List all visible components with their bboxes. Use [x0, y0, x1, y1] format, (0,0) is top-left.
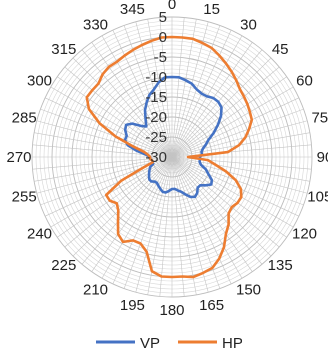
legend-label-vp: VP	[140, 335, 160, 352]
grid-spoke	[171, 120, 308, 158]
grid-spoke	[171, 86, 294, 158]
angle-tick-label: 300	[27, 73, 52, 90]
polar-grid	[31, 16, 313, 298]
grid-spoke	[171, 156, 304, 206]
grid-spoke	[171, 49, 263, 158]
grid-spoke	[171, 156, 308, 194]
grid-spoke	[57, 76, 173, 158]
grid-spoke	[135, 156, 173, 293]
axis-labels: 0 15 30 45 60 75 90 105 120 135 150 165 180 195 210 225…	[6, 0, 328, 319]
angle-tick-label: 255	[12, 189, 37, 206]
grid-spoke	[57, 156, 173, 238]
angle-tick-label: 225	[51, 257, 76, 274]
grid-spoke	[171, 66, 280, 158]
grid-spoke	[81, 49, 173, 158]
radial-tick-label: 0	[159, 29, 167, 46]
grid-spoke	[91, 42, 173, 158]
grid-spoke	[171, 156, 232, 285]
grid-spoke	[112, 156, 173, 285]
angle-tick-label: 285	[12, 109, 37, 126]
grid-spoke	[50, 86, 173, 158]
angle-tick-label: 210	[83, 282, 108, 299]
grid-spoke	[101, 156, 173, 279]
grid-spoke	[171, 156, 300, 217]
angle-tick-label: 270	[6, 149, 31, 166]
angle-tick-label: 90	[317, 149, 328, 166]
grid-spoke	[171, 42, 253, 158]
grid-spoke	[171, 156, 272, 257]
grid-spoke	[112, 29, 173, 158]
grid-spoke	[44, 97, 173, 158]
grid-spoke	[32, 156, 173, 170]
radial-tick-label: 5	[159, 9, 167, 26]
grid-spoke	[123, 25, 173, 158]
radial-tick-label: -10	[145, 69, 167, 86]
grid-spoke	[36, 120, 173, 158]
grid-spoke	[159, 17, 173, 158]
angle-tick-label: 15	[203, 1, 220, 18]
grid-spoke	[171, 108, 304, 158]
grid-spoke	[171, 156, 280, 248]
angle-tick-label: 105	[307, 189, 328, 206]
angle-tick-label: 330	[83, 17, 108, 34]
grid-spoke	[81, 156, 173, 265]
grid-spoke	[171, 156, 287, 238]
angle-tick-label: 45	[272, 41, 289, 58]
grid-spoke	[50, 156, 173, 228]
grid-spoke	[64, 156, 173, 248]
angle-tick-label: 135	[268, 257, 293, 274]
grid-spoke	[91, 156, 173, 272]
angle-tick-label: 60	[296, 73, 313, 90]
radial-tick-label: -15	[145, 89, 167, 106]
angle-tick-label: 120	[292, 226, 317, 243]
angle-tick-label: 0	[168, 0, 176, 13]
grid-spoke	[171, 156, 263, 265]
grid-spoke	[171, 156, 209, 293]
grid-spoke	[171, 19, 197, 158]
angle-tick-label: 30	[240, 17, 257, 34]
grid-spoke	[64, 66, 173, 158]
angle-tick-label: 180	[159, 302, 184, 319]
grid-spoke	[171, 156, 294, 228]
radial-tick-label: -20	[145, 109, 167, 126]
angle-tick-label: 195	[120, 297, 145, 314]
grid-spoke	[171, 156, 197, 295]
angle-tick-label: 240	[27, 226, 52, 243]
legend: VP HP	[96, 335, 243, 352]
grid-spoke	[34, 132, 173, 158]
grid-spoke	[171, 156, 253, 272]
grid-spoke	[171, 156, 185, 297]
angle-tick-label: 150	[236, 282, 261, 299]
angle-tick-label: 345	[120, 1, 145, 18]
radial-tick-label: -25	[145, 129, 167, 146]
grid-spoke	[171, 76, 287, 158]
grid-spoke	[101, 35, 173, 158]
grid-spoke	[159, 156, 173, 297]
grid-spoke	[171, 17, 185, 158]
grid-spoke	[171, 97, 300, 158]
series-layer	[85, 35, 254, 279]
angle-tick-label: 165	[199, 297, 224, 314]
grid-spoke	[40, 108, 173, 158]
grid-spoke	[171, 156, 243, 279]
grid-spoke	[171, 156, 310, 182]
radial-tick-label: -5	[154, 49, 167, 66]
grid-spoke	[34, 156, 173, 182]
radial-tick-label: -30	[145, 149, 167, 166]
legend-label-hp: HP	[222, 335, 243, 352]
angle-tick-label: 315	[51, 41, 76, 58]
grid-spoke	[72, 156, 173, 257]
angle-tick-label: 75	[311, 109, 328, 126]
grid-spoke	[72, 57, 173, 158]
grid-spoke	[123, 156, 173, 289]
